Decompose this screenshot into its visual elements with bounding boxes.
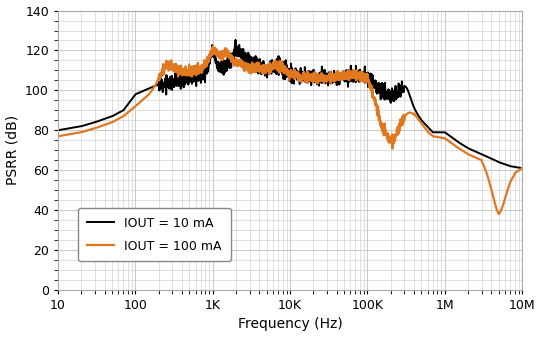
IOUT = 10 mA [519, 166, 525, 170]
IOUT = 10 mA [55, 128, 61, 132]
IOUT = 100 mA [135, 101, 142, 105]
IOUT = 100 mA [510, 175, 517, 179]
IOUT = 10 mA [233, 51, 239, 55]
IOUT = 10 mA [135, 91, 142, 95]
IOUT = 100 mA [55, 134, 61, 138]
Legend: IOUT = 10 mA, IOUT = 100 mA: IOUT = 10 mA, IOUT = 100 mA [78, 208, 230, 261]
Y-axis label: PSRR (dB): PSRR (dB) [5, 115, 19, 185]
IOUT = 100 mA [460, 149, 466, 153]
IOUT = 10 mA [253, 64, 260, 68]
Line: IOUT = 100 mA: IOUT = 100 mA [58, 46, 522, 214]
X-axis label: Frequency (Hz): Frequency (Hz) [237, 317, 342, 332]
IOUT = 100 mA [253, 66, 260, 70]
IOUT = 10 mA [460, 143, 466, 147]
IOUT = 100 mA [108, 121, 114, 125]
IOUT = 100 mA [519, 166, 525, 170]
IOUT = 100 mA [233, 58, 239, 62]
IOUT = 100 mA [209, 44, 216, 48]
IOUT = 10 mA [232, 38, 239, 42]
Line: IOUT = 10 mA: IOUT = 10 mA [58, 40, 522, 168]
IOUT = 10 mA [510, 165, 517, 169]
IOUT = 10 mA [108, 115, 114, 119]
IOUT = 100 mA [496, 212, 502, 216]
